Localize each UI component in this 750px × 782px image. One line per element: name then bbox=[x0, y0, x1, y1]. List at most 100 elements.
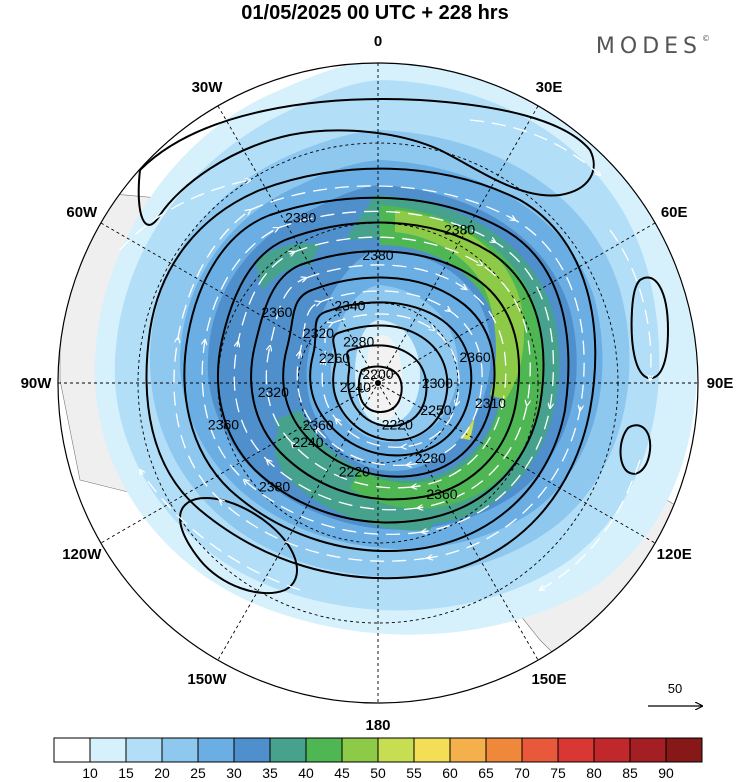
colorbar-tick-label: 55 bbox=[406, 765, 422, 781]
colorbar-swatch bbox=[233, 737, 271, 763]
brand-logo: MODES© bbox=[596, 34, 710, 59]
colorbar-tick-label: 15 bbox=[118, 765, 134, 781]
colorbar-swatch bbox=[593, 737, 631, 763]
colorbar-swatch bbox=[89, 737, 127, 763]
contour-label: 2360 bbox=[261, 304, 292, 320]
colorbar-swatch bbox=[485, 737, 523, 763]
colorbar-swatch bbox=[521, 737, 559, 763]
colorbar-swatch bbox=[197, 737, 235, 763]
contour-label: 2360 bbox=[460, 349, 491, 365]
contour-2380-e2 bbox=[619, 424, 652, 475]
longitude-label: 60E bbox=[661, 204, 688, 221]
contour-2360 bbox=[145, 167, 597, 580]
contour-label: 2250 bbox=[420, 402, 451, 418]
colorbar-swatch bbox=[413, 737, 451, 763]
colorbar-tick-label: 45 bbox=[334, 765, 350, 781]
map-disk: 2380 2380 2380 2380 2360 2360 2360 2360 2360 2340… bbox=[58, 63, 698, 703]
contour-label: 2280 bbox=[343, 334, 374, 350]
colorbar-tick-label: 35 bbox=[262, 765, 278, 781]
contour-label: 2380 bbox=[259, 478, 290, 494]
stream-8 bbox=[265, 278, 413, 489]
map-title: 01/05/2025 00 UTC + 228 hrs bbox=[241, 2, 509, 24]
contour-label: 2200 bbox=[362, 366, 393, 382]
north-pole-marker bbox=[375, 380, 381, 386]
colorbar-swatch bbox=[305, 737, 343, 763]
longitude-label-layer: 0 30E 60E 90E 120E 150E 180 150W 120W 90W 60W 30W bbox=[21, 33, 734, 734]
stream-6 bbox=[233, 252, 419, 511]
stream-4 bbox=[202, 228, 423, 535]
contour-label-layer: 2380 2380 2380 2380 2360 2360 2360 2360 2360 2340… bbox=[208, 209, 506, 502]
contour-label: 2320 bbox=[303, 325, 334, 341]
colorbar-tick-label: 50 bbox=[370, 765, 386, 781]
colorbar-swatch bbox=[341, 737, 379, 763]
stream-13 bbox=[119, 180, 250, 251]
colorbar-swatch bbox=[377, 737, 415, 763]
colorbar-tick-label: 80 bbox=[586, 765, 602, 781]
colorbar-tick-label: 75 bbox=[550, 765, 566, 781]
contour-2380-north bbox=[137, 98, 595, 226]
colorbar-tick-label: 70 bbox=[514, 765, 530, 781]
stream-2 bbox=[173, 210, 429, 562]
contour-label: 2380 bbox=[285, 209, 316, 225]
contour-label: 2300 bbox=[422, 375, 453, 391]
contour-label: 2220 bbox=[339, 463, 370, 479]
colorbar-swatch bbox=[53, 737, 91, 763]
contour-label: 2280 bbox=[415, 450, 446, 466]
longitude-label: 120E bbox=[657, 546, 692, 563]
longitude-label: 150E bbox=[531, 671, 566, 688]
contour-label: 2240 bbox=[340, 379, 371, 395]
longitude-label: 180 bbox=[365, 717, 390, 734]
colorbar-tick-label: 10 bbox=[82, 765, 98, 781]
wind-reference-vector: 50 bbox=[648, 681, 702, 706]
copyright-mark: © bbox=[702, 34, 710, 43]
map-boundary bbox=[57, 62, 699, 704]
colorbar: 10 15 20 25 30 35 40 45 50 55 60 65 70 75 80 85 90 bbox=[53, 737, 703, 781]
stream-11 bbox=[331, 313, 459, 447]
colorbar-swatch bbox=[269, 737, 307, 763]
brand-name: MODES bbox=[595, 34, 702, 59]
longitude-label: 150W bbox=[187, 671, 227, 688]
colorbar-swatch bbox=[629, 737, 667, 763]
wind-vectors bbox=[119, 119, 651, 591]
contour-label: 2380 bbox=[444, 222, 475, 238]
stream-12 bbox=[322, 323, 403, 448]
colorbar-tick-label: 60 bbox=[442, 765, 458, 781]
colorbar-tick-label: 25 bbox=[190, 765, 206, 781]
colorbar-tick-label: 20 bbox=[154, 765, 170, 781]
stream-17 bbox=[140, 470, 301, 591]
longitude-label: 90E bbox=[707, 375, 734, 392]
colorbar-swatch bbox=[665, 737, 703, 763]
stream-15 bbox=[609, 229, 651, 380]
longitude-label: 60W bbox=[66, 204, 98, 221]
colorbar-tick-label: 65 bbox=[478, 765, 494, 781]
contour-label: 2320 bbox=[258, 384, 289, 400]
longitude-label: 120W bbox=[62, 546, 102, 563]
colorbar-swatch bbox=[161, 737, 199, 763]
colorbar-tick-label: 90 bbox=[658, 765, 674, 781]
colorbar-swatch bbox=[449, 737, 487, 763]
stream-10 bbox=[297, 302, 408, 467]
colorbar-swatch bbox=[557, 737, 595, 763]
contour-label: 2360 bbox=[303, 417, 334, 433]
contour-label: 2240 bbox=[292, 434, 323, 450]
contour-label: 2220 bbox=[382, 416, 413, 432]
contour-label: 2360 bbox=[208, 416, 239, 432]
wind-reference-label: 50 bbox=[668, 681, 682, 696]
contour-label: 2360 bbox=[426, 486, 457, 502]
stream-3 bbox=[277, 210, 555, 532]
contour-label: 2340 bbox=[334, 298, 365, 314]
colorbar-tick-label: 40 bbox=[298, 765, 314, 781]
longitude-label: 30W bbox=[192, 79, 224, 96]
contour-2200 bbox=[357, 365, 403, 414]
colorbar-swatch bbox=[125, 737, 163, 763]
contour-label: 2380 bbox=[362, 247, 393, 263]
contour-label: 2310 bbox=[475, 395, 506, 411]
longitude-label: 30E bbox=[536, 79, 563, 96]
colorbar-tick-label: 85 bbox=[622, 765, 638, 781]
colorbar-tick-label: 30 bbox=[226, 765, 242, 781]
longitude-label: 0 bbox=[374, 33, 382, 50]
stream-14 bbox=[469, 119, 600, 175]
longitude-label: 90W bbox=[21, 375, 53, 392]
contour-label: 2260 bbox=[319, 350, 350, 366]
